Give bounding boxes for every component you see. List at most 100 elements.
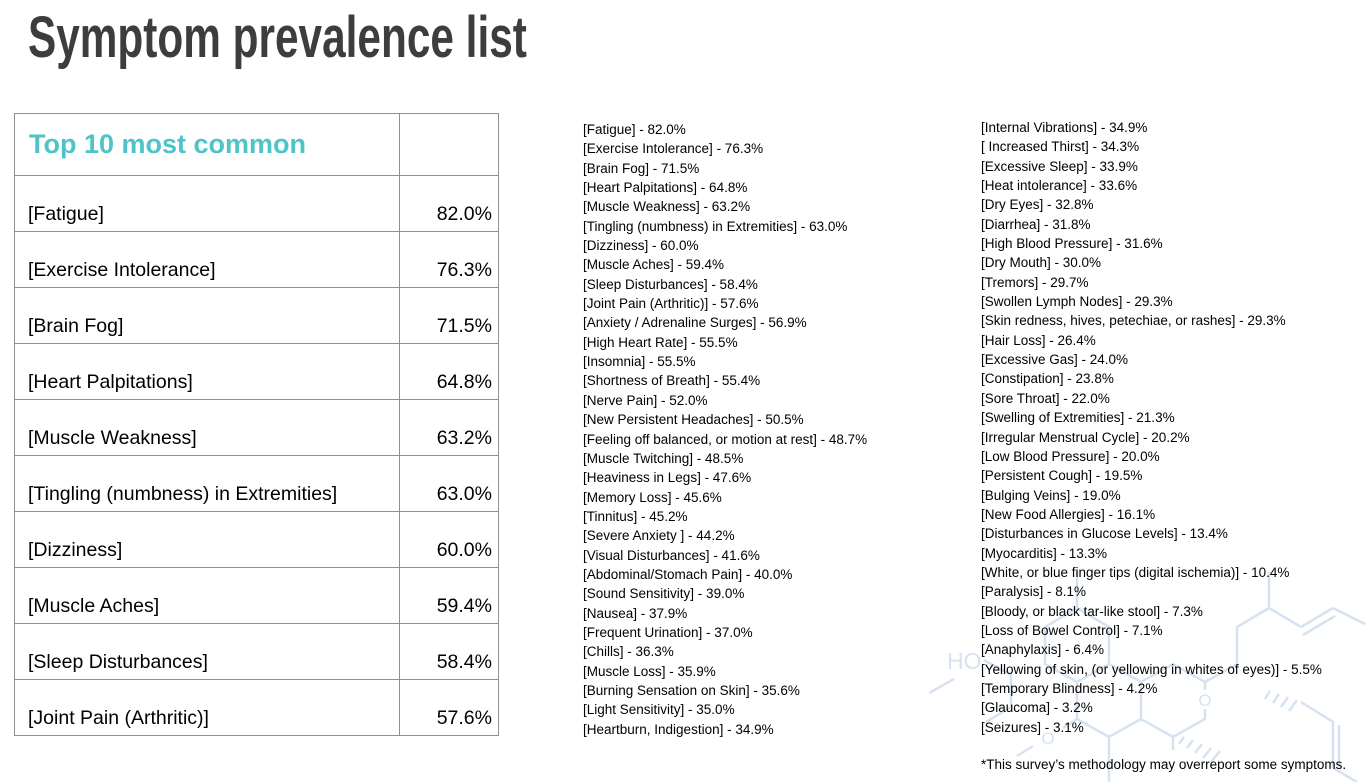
list-item: [Joint Pain (Arthritic)] - 57.6% (583, 296, 759, 312)
list-item: [Exercise Intolerance] - 76.3% (583, 141, 764, 157)
list-item: [High Heart Rate] - 55.5% (583, 334, 738, 350)
symptom-cell: [Muscle Aches] (14, 567, 400, 624)
list-item: [Tremors] - 29.7% (981, 274, 1089, 290)
list-item: [White, or blue finger tips (digital isc… (981, 564, 1290, 580)
list-item: [Anxiety / Adrenaline Surges] - 56.9% (583, 315, 807, 331)
list-item: [Dry Mouth] - 30.0% (981, 255, 1102, 271)
list-item: [Temporary Blindness] - 4.2% (981, 680, 1158, 696)
list-item: [New Food Allergies] - 16.1% (981, 506, 1156, 522)
list-item: [Feeling off balanced, or motion at rest… (583, 431, 868, 447)
table-header-empty (399, 113, 499, 176)
list-item: [ Increased Thirst] - 34.3% (981, 139, 1140, 155)
table-row: [Muscle Aches] 59.4% (14, 567, 499, 624)
symptom-cell: [Tingling (numbness) in Extremities] (14, 455, 400, 512)
list-item: [Swollen Lymph Nodes] - 29.3% (981, 294, 1173, 310)
list-item: [Yellowing of skin, (or yellowing in whi… (981, 661, 1322, 677)
symptom-cell: [Heart Palpitations] (14, 343, 400, 400)
molecule-watermark-icon: HO O O (929, 572, 1366, 782)
list-item: [Hair Loss] - 26.4% (981, 332, 1096, 348)
list-item: [New Persistent Headaches] - 50.5% (583, 412, 804, 428)
list-item: [Heart Palpitations] - 64.8% (583, 180, 748, 196)
percentage-cell: 60.0% (399, 511, 499, 568)
table-row: [Muscle Weakness] 63.2% (14, 399, 499, 456)
list-item: [Tinnitus] - 45.2% (583, 508, 688, 524)
percentage-cell: 63.0% (399, 455, 499, 512)
list-item: [Severe Anxiety ] - 44.2% (583, 528, 735, 544)
list-item: [Dizziness] - 60.0% (583, 238, 699, 254)
symptom-cell: [Muscle Weakness] (14, 399, 400, 456)
symptom-list-column-2: [Internal Vibrations] - 34.9% [ Increase… (981, 118, 1322, 737)
symptom-cell: [Exercise Intolerance] (14, 231, 400, 288)
list-item: [Heat intolerance] - 33.6% (981, 178, 1138, 194)
list-item: [Sleep Disturbances] - 58.4% (583, 276, 758, 292)
list-item: [Heaviness in Legs] - 47.6% (583, 470, 752, 486)
list-item: [Swelling of Extremities] - 21.3% (981, 410, 1175, 426)
list-item: [Tingling (numbness) in Extremities] - 6… (583, 218, 848, 234)
list-item: [Diarrhea] - 31.8% (981, 216, 1091, 232)
list-item: [Muscle Loss] - 35.9% (583, 663, 716, 679)
list-item: [Frequent Urination] - 37.0% (583, 624, 753, 640)
ether-oxygen-label: O (1041, 729, 1054, 748)
top10-table: Top 10 most common [Fatigue] 82.0% [Exer… (14, 113, 499, 736)
list-item: [Constipation] - 23.8% (981, 371, 1114, 387)
symptom-cell: [Brain Fog] (14, 287, 400, 344)
list-item: [High Blood Pressure] - 31.6% (981, 236, 1163, 252)
list-item: [Low Blood Pressure] - 20.0% (981, 448, 1160, 464)
ring-oxygen-label: O (1198, 691, 1211, 710)
percentage-cell: 63.2% (399, 399, 499, 456)
list-item: [Loss of Bowel Control] - 7.1% (981, 622, 1163, 638)
symptom-cell: [Dizziness] (14, 511, 400, 568)
list-item: [Muscle Twitching] - 48.5% (583, 450, 744, 466)
list-item: [Persistent Cough] - 19.5% (981, 468, 1143, 484)
list-item: [Sound Sensitivity] - 39.0% (583, 586, 745, 602)
table-row: [Joint Pain (Arthritic)] 57.6% (14, 679, 499, 736)
list-item: [Sore Throat] - 22.0% (981, 390, 1110, 406)
list-item: [Anaphylaxis] - 6.4% (981, 642, 1105, 658)
page-title: Symptom prevalence list (28, 5, 527, 70)
table-row: [Heart Palpitations] 64.8% (14, 343, 499, 400)
list-item: [Visual Disturbances] - 41.6% (583, 547, 760, 563)
list-item: [Nausea] - 37.9% (583, 605, 688, 621)
table-header-row: Top 10 most common (14, 113, 499, 176)
table-row: [Brain Fog] 71.5% (14, 287, 499, 344)
list-item: [Irregular Menstrual Cycle] - 20.2% (981, 429, 1190, 445)
table-header-top10: Top 10 most common (14, 113, 400, 176)
table-row: [Fatigue] 82.0% (14, 175, 499, 232)
list-item: [Light Sensitivity] - 35.0% (583, 702, 735, 718)
list-item: [Internal Vibrations] - 34.9% (981, 120, 1148, 135)
percentage-cell: 71.5% (399, 287, 499, 344)
percentage-cell: 76.3% (399, 231, 499, 288)
list-item: [Excessive Gas] - 24.0% (981, 352, 1129, 368)
list-item: [Bloody, or black tar-like stool] - 7.3% (981, 603, 1203, 619)
list-item: [Muscle Weakness] - 63.2% (583, 199, 751, 215)
list-item: [Skin redness, hives, petechiae, or rash… (981, 313, 1286, 329)
table-row: [Exercise Intolerance] 76.3% (14, 231, 499, 288)
list-item: [Bulging Veins] - 19.0% (981, 487, 1121, 503)
list-item: [Disturbances in Glucose Levels] - 13.4% (981, 526, 1228, 542)
list-item: [Burning Sensation on Skin] - 35.6% (583, 682, 800, 698)
list-item: [Heartburn, Indigestion] - 34.9% (583, 721, 774, 737)
percentage-cell: 59.4% (399, 567, 499, 624)
table-row: [Dizziness] 60.0% (14, 511, 499, 568)
list-item: [Myocarditis] - 13.3% (981, 545, 1108, 561)
molecule-bonds (929, 572, 1366, 782)
list-item: [Nerve Pain] - 52.0% (583, 392, 708, 408)
table-body: [Fatigue] 82.0% [Exercise Intolerance] 7… (14, 175, 499, 736)
percentage-cell: 57.6% (399, 679, 499, 736)
list-item: [Glaucoma] - 3.2% (981, 700, 1093, 716)
percentage-cell: 64.8% (399, 343, 499, 400)
percentage-cell: 58.4% (399, 623, 499, 680)
methodology-footnote: *This survey’s methodology may overrepor… (981, 757, 1347, 772)
list-item: [Brain Fog] - 71.5% (583, 160, 700, 176)
list-item: [Shortness of Breath] - 55.4% (583, 373, 761, 389)
list-item: [Fatigue] - 82.0% (583, 122, 686, 137)
table-row: [Tingling (numbness) in Extremities] 63.… (14, 455, 499, 512)
symptom-cell: [Fatigue] (14, 175, 400, 232)
list-item: [Muscle Aches] - 59.4% (583, 257, 725, 273)
percentage-cell: 82.0% (399, 175, 499, 232)
table-row: [Sleep Disturbances] 58.4% (14, 623, 499, 680)
hydroxyl-label: HO (947, 648, 982, 674)
symptom-cell: [Joint Pain (Arthritic)] (14, 679, 400, 736)
list-item: [Excessive Sleep] - 33.9% (981, 158, 1138, 174)
